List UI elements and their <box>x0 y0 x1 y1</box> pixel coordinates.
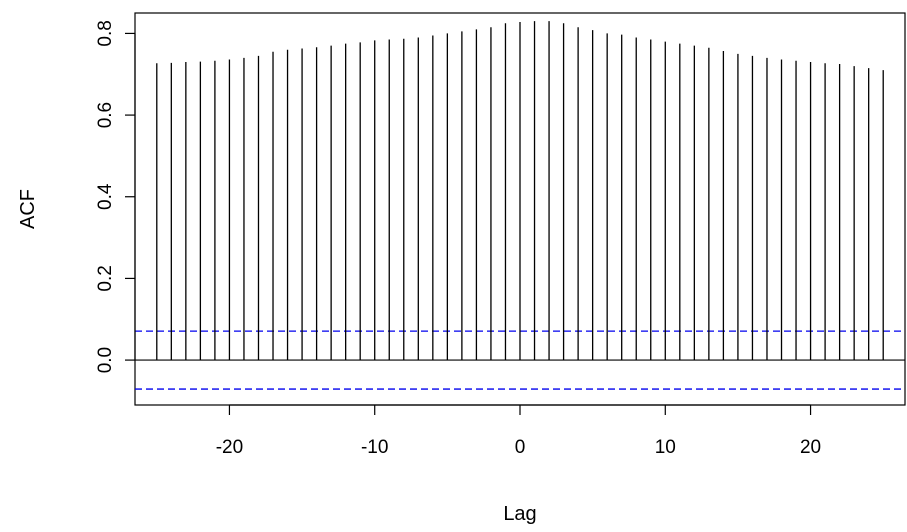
y-axis-title: ACF <box>17 189 39 229</box>
y-axis: 0.0 0.2 0.4 0.6 0.8 <box>95 20 136 373</box>
x-tick-label: -10 <box>361 437 388 458</box>
x-axis-title: Lag <box>503 503 536 525</box>
x-tick-label: 20 <box>800 437 821 458</box>
x-tick-label: -20 <box>216 437 243 458</box>
y-tick-label: 0.0 <box>95 347 116 373</box>
y-tick-label: 0.8 <box>95 20 116 46</box>
y-tick-label: 0.4 <box>95 183 116 210</box>
y-tick-label: 0.6 <box>95 102 116 128</box>
y-tick-label: 0.2 <box>95 265 116 291</box>
x-tick-label: 0 <box>515 437 526 458</box>
x-tick-label: 10 <box>655 437 676 458</box>
acf-bars <box>156 21 884 361</box>
x-axis: -20 -10 0 10 20 <box>216 404 821 458</box>
